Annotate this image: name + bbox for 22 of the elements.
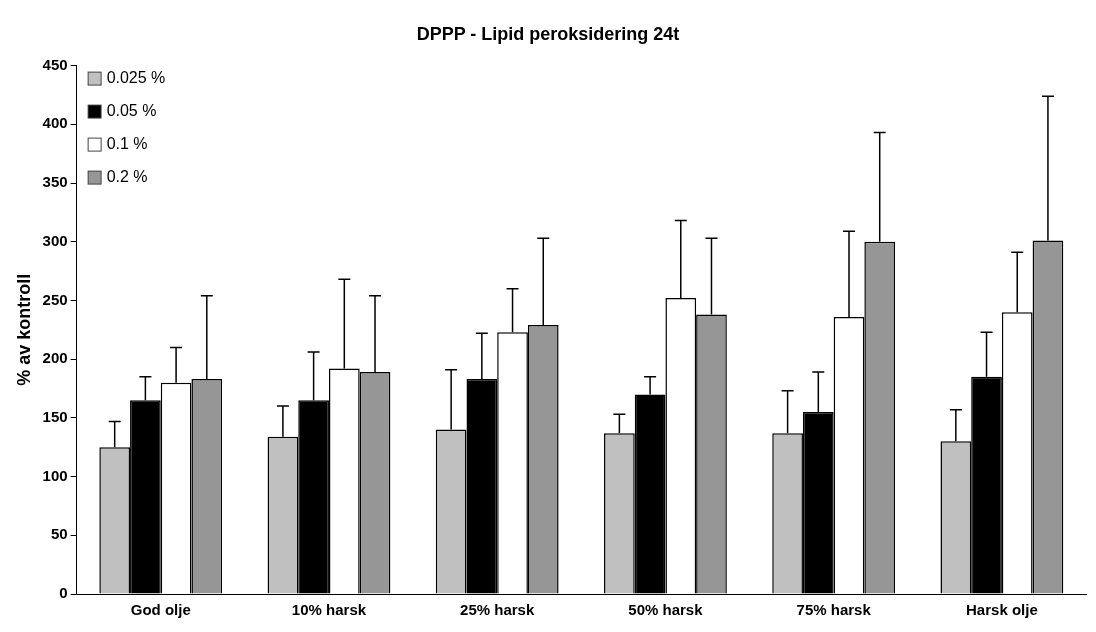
x-tick-label: 50% harsk <box>628 601 704 619</box>
x-tick-label: 75% harsk <box>796 601 872 619</box>
x-tick-label: God olje <box>130 601 191 619</box>
legend-label: 0.1 % <box>106 135 148 153</box>
x-tick-label: 10% harsk <box>291 601 367 619</box>
y-tick-label: 0 <box>59 584 68 602</box>
y-tick-label: 50 <box>50 525 68 543</box>
y-tick-label: 400 <box>42 114 68 132</box>
y-axis-title: % av kontroll <box>13 273 34 386</box>
y-tick-label: 300 <box>42 231 68 249</box>
y-tick-label: 450 <box>42 55 68 73</box>
chart-title: DPPP - Lipid peroksidering 24t <box>416 23 680 44</box>
y-tick-label: 250 <box>42 290 68 308</box>
legend-label: 0.05 % <box>106 102 157 120</box>
y-tick-label: 100 <box>42 466 68 484</box>
y-tick-label: 150 <box>42 408 68 426</box>
x-tick-label: Harsk olje <box>966 601 1038 619</box>
y-tick-label: 350 <box>42 173 68 191</box>
legend-label: 0.2 % <box>106 168 148 186</box>
y-tick-label: 200 <box>42 349 68 367</box>
x-tick-label: 25% harsk <box>460 601 535 619</box>
legend-label: 0.025 % <box>106 69 166 87</box>
